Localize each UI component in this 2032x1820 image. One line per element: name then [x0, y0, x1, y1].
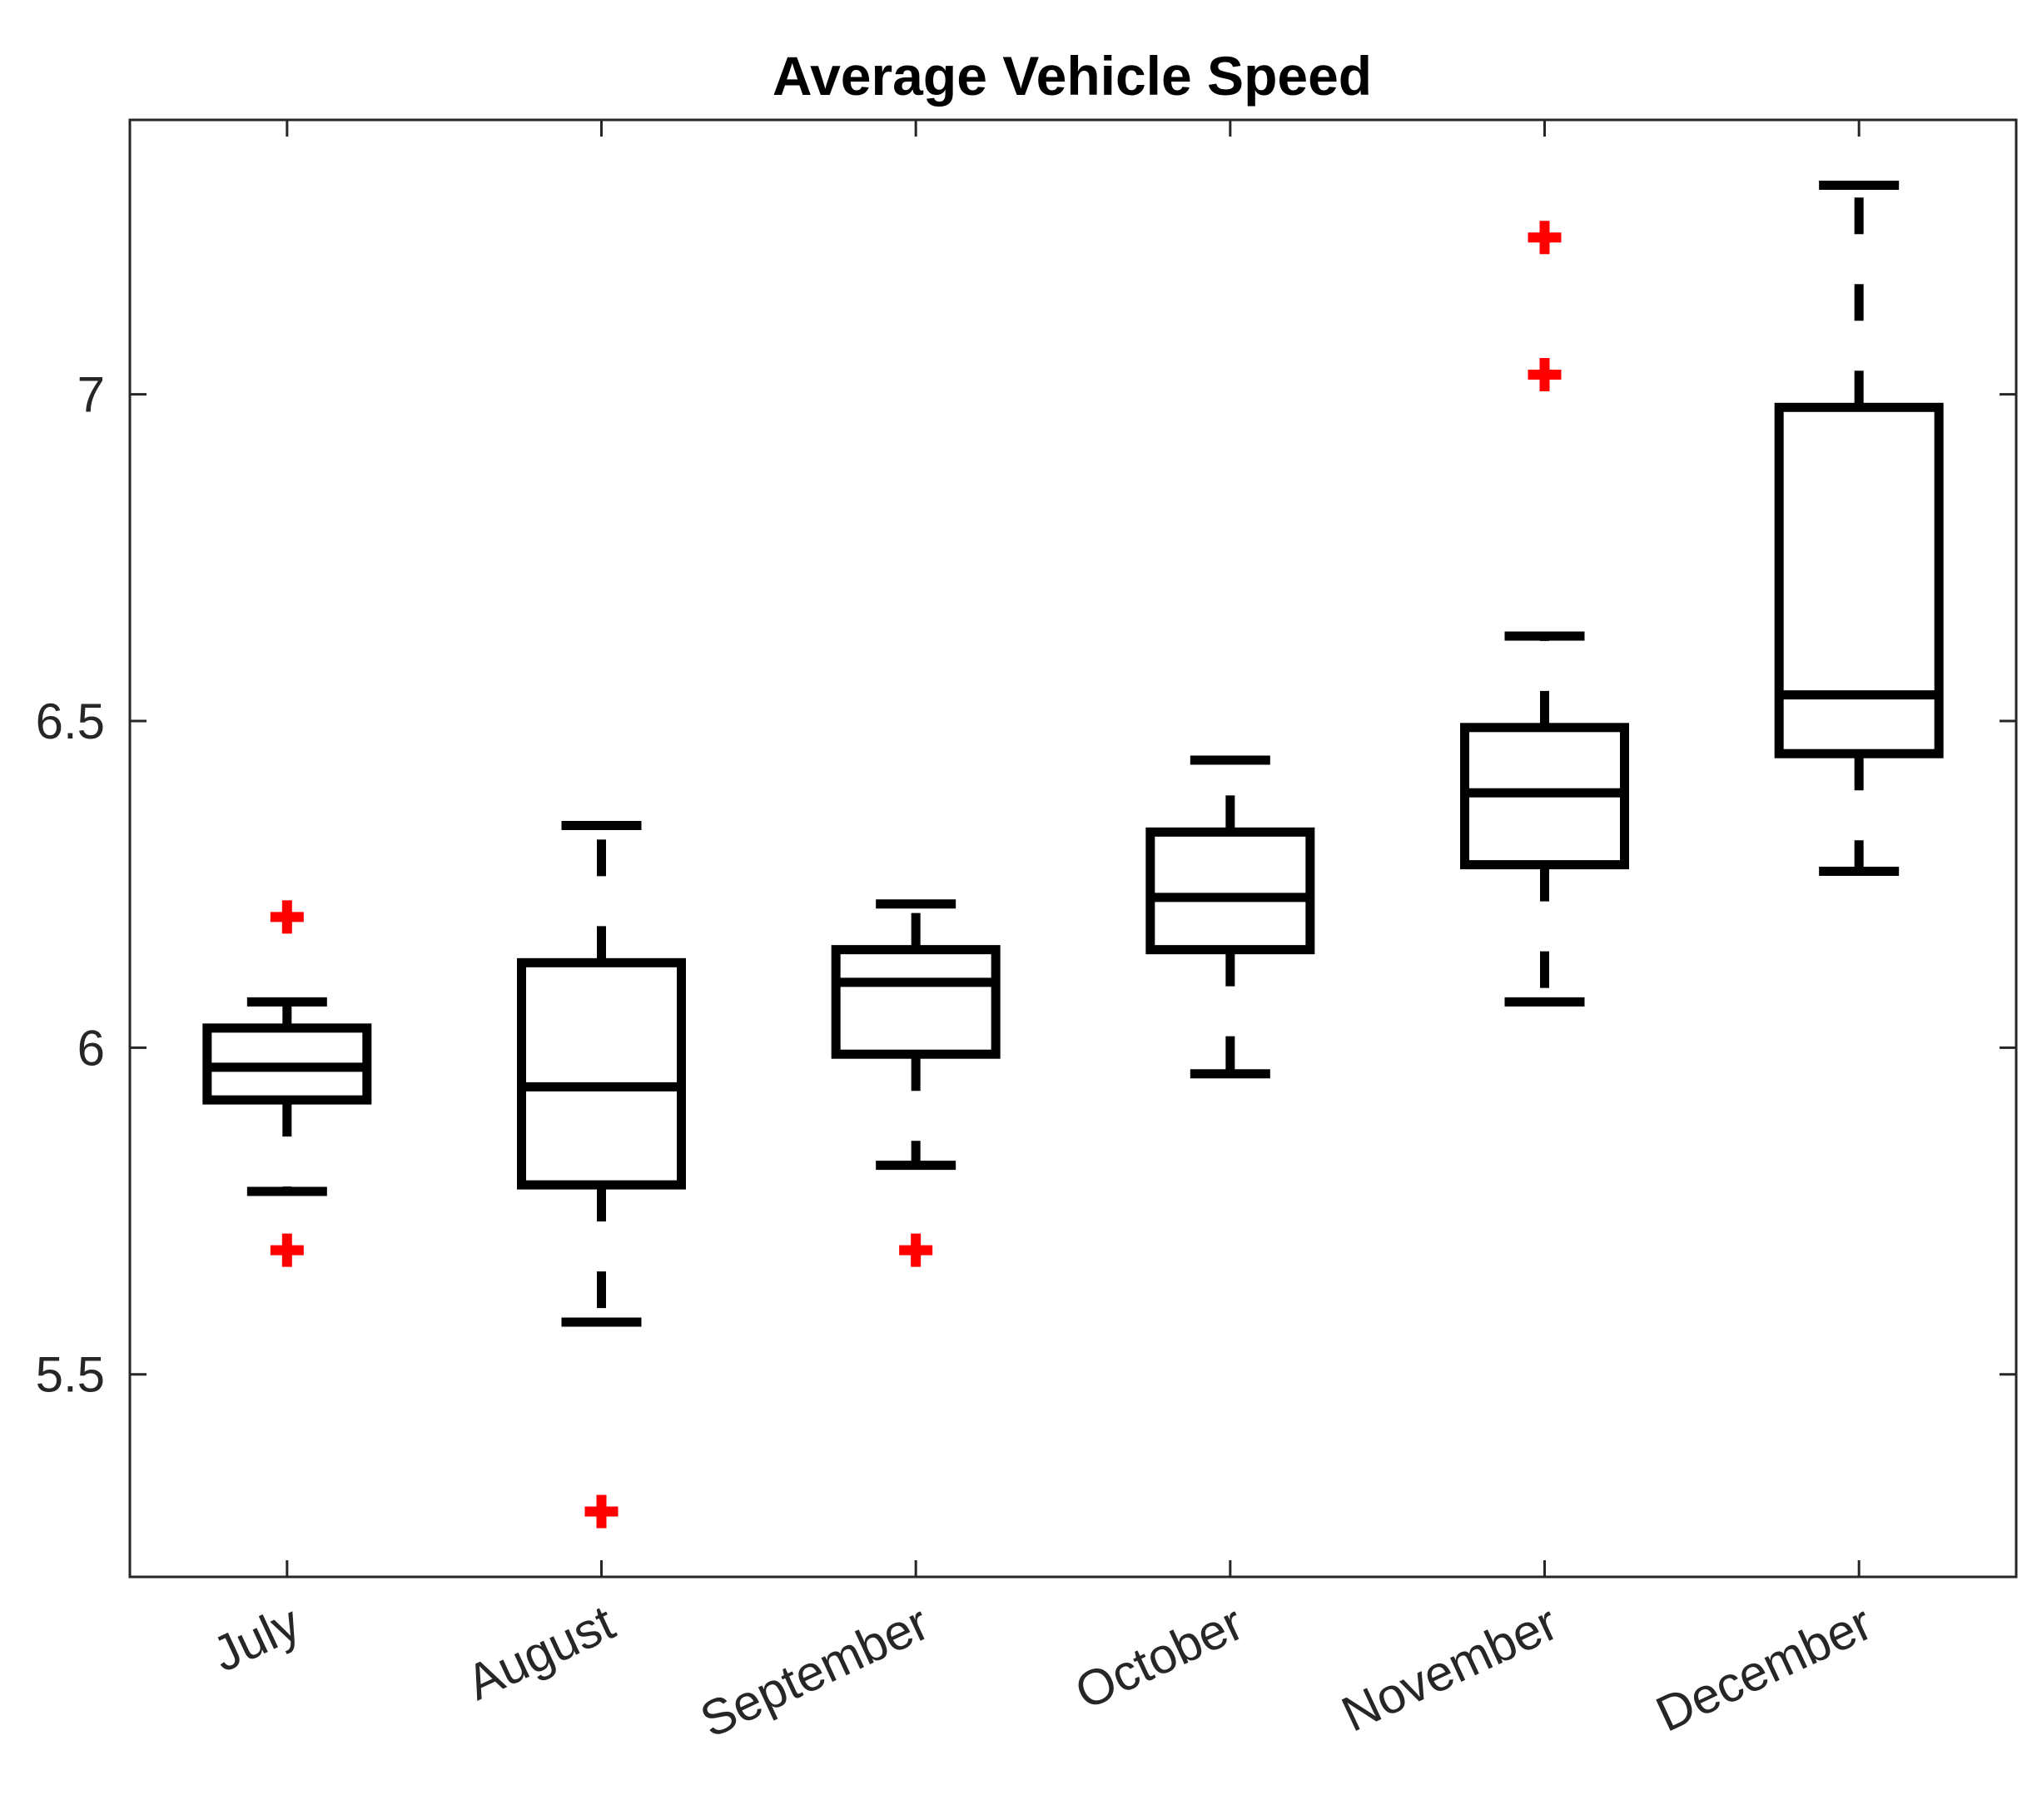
- x-tick-label: December: [1647, 1594, 1880, 1743]
- box-group-august: [517, 821, 686, 1529]
- chart-title: Average Vehicle Speed: [773, 45, 1372, 107]
- outlier-marker: [584, 1494, 619, 1529]
- outlier-marker: [270, 1233, 304, 1267]
- box-iqr: [1145, 827, 1315, 955]
- axes-frame: [128, 118, 2018, 1579]
- outlier-marker: [1528, 221, 1562, 255]
- outlier-marker: [270, 900, 304, 934]
- box-group-july: [202, 900, 372, 1267]
- plot-area: [202, 180, 1944, 1529]
- box-group-september: [831, 899, 1001, 1267]
- box-iqr: [517, 957, 686, 1190]
- y-tick-label: 6.5: [36, 694, 105, 749]
- x-tick-label: November: [1334, 1594, 1566, 1743]
- x-tick-label: July: [204, 1594, 308, 1683]
- box-group-november: [1460, 221, 1629, 1007]
- box-group-october: [1145, 755, 1315, 1079]
- box-iqr: [1774, 402, 1944, 758]
- y-tick-label: 5.5: [36, 1347, 105, 1403]
- box-iqr: [831, 945, 1001, 1059]
- axis-ticks: 5.5 6 6.5 7 July August September October Novemb…: [36, 120, 2016, 1748]
- outlier-marker: [1528, 358, 1562, 392]
- box-group-december: [1774, 180, 1944, 876]
- outlier-marker: [899, 1233, 933, 1267]
- x-tick-label: August: [458, 1594, 623, 1711]
- x-tick-label: September: [692, 1594, 937, 1748]
- x-tick-label: October: [1067, 1594, 1252, 1720]
- y-tick-label: 6: [77, 1020, 105, 1076]
- y-tick-label: 7: [77, 367, 105, 423]
